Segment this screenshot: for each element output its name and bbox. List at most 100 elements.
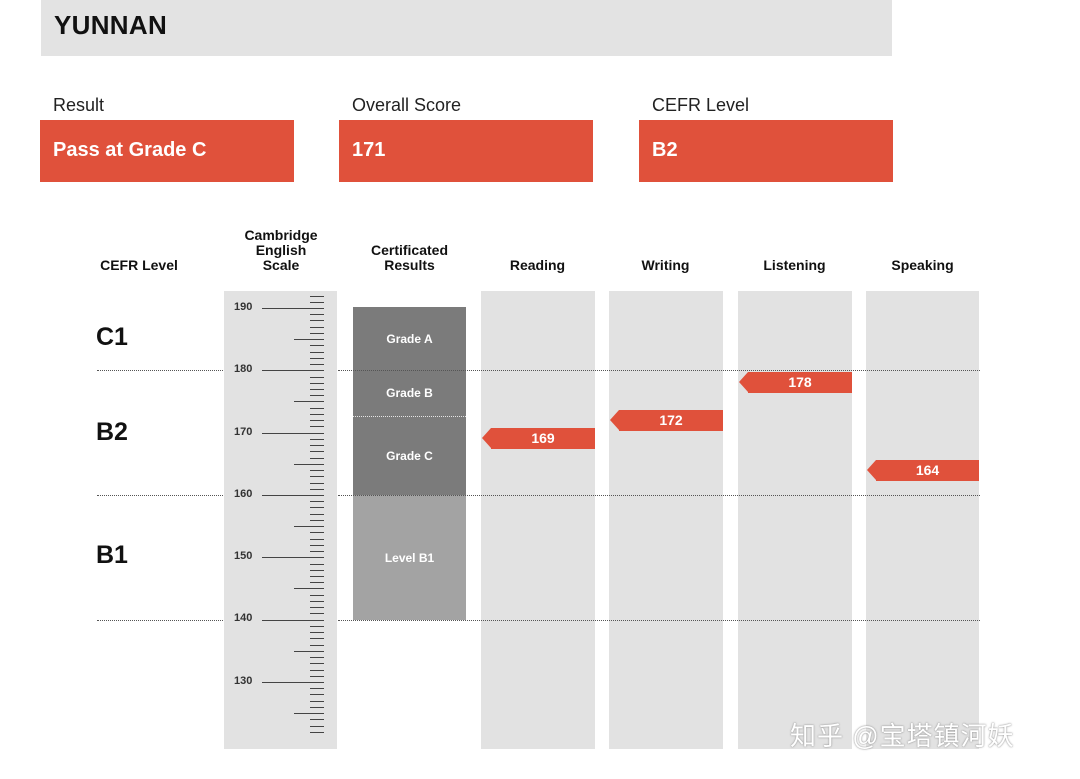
cert-grade-c: Grade C bbox=[353, 416, 466, 495]
writing-column bbox=[609, 291, 723, 749]
scale-tick bbox=[294, 588, 324, 589]
scale-tick bbox=[310, 719, 324, 720]
scale-tick bbox=[262, 620, 324, 621]
scale-tick bbox=[310, 345, 324, 346]
band-divider bbox=[97, 495, 223, 496]
scale-tick bbox=[310, 701, 324, 702]
scale-tick bbox=[310, 707, 324, 708]
overall-score-label: Overall Score bbox=[352, 95, 462, 115]
scale-tick-label: 140 bbox=[234, 612, 253, 624]
scale-tick bbox=[262, 495, 324, 496]
col-header-cefr: CEFR Level bbox=[100, 257, 178, 273]
scale-tick bbox=[310, 676, 324, 677]
scale-tick bbox=[310, 638, 324, 639]
scale-tick bbox=[310, 296, 324, 297]
scale-tick bbox=[310, 670, 324, 671]
scale-tick bbox=[310, 302, 324, 303]
scale-tick bbox=[310, 632, 324, 633]
scale-tick bbox=[310, 732, 324, 733]
scale-tick bbox=[294, 339, 324, 340]
scale-tick bbox=[310, 439, 324, 440]
col-header-listening: Listening bbox=[763, 257, 826, 273]
band-divider bbox=[338, 370, 980, 371]
col-header-reading: Reading bbox=[509, 257, 566, 273]
scale-tick bbox=[310, 501, 324, 502]
speaking-score-label: 164 bbox=[915, 462, 940, 478]
scale-tick bbox=[262, 557, 324, 558]
scale-tick bbox=[310, 314, 324, 315]
result-value: Pass at Grade C bbox=[40, 120, 294, 182]
speaking-column bbox=[866, 291, 979, 749]
band-divider bbox=[338, 495, 980, 496]
listening-score-label: 178 bbox=[788, 374, 812, 390]
scale-tick bbox=[310, 514, 324, 515]
scale-tick bbox=[310, 458, 324, 459]
scale-tick bbox=[310, 582, 324, 583]
scale-tick bbox=[310, 626, 324, 627]
scale-tick bbox=[310, 476, 324, 477]
scale-tick bbox=[310, 445, 324, 446]
band-divider bbox=[97, 370, 223, 371]
scale-tick bbox=[310, 408, 324, 409]
cert-grade-a: Grade A bbox=[353, 307, 466, 370]
cefr-band-b1: B1 bbox=[96, 541, 128, 569]
scale-tick bbox=[310, 570, 324, 571]
writing-score-label: 172 bbox=[659, 412, 683, 428]
scale-tick bbox=[310, 420, 324, 421]
scale-tick bbox=[310, 694, 324, 695]
cert-label: Level B1 bbox=[384, 550, 435, 565]
scale-tick bbox=[310, 520, 324, 521]
scale-tick bbox=[294, 713, 324, 714]
scale-tick bbox=[262, 682, 324, 683]
scale-tick bbox=[310, 576, 324, 577]
cert-label: Grade B bbox=[386, 386, 433, 400]
scale-tick bbox=[310, 414, 324, 415]
scale-tick bbox=[310, 389, 324, 390]
listening-score-marker: 178 bbox=[739, 372, 852, 393]
scale-tick bbox=[262, 370, 324, 371]
scale-tick-label: 160 bbox=[234, 488, 253, 500]
scale-tick bbox=[310, 358, 324, 359]
overall-score-value: 171 bbox=[339, 120, 593, 182]
scale-tick bbox=[310, 483, 324, 484]
cefr-band-b2: B2 bbox=[96, 418, 128, 446]
band-divider bbox=[97, 620, 223, 621]
scale-tick bbox=[310, 545, 324, 546]
scale-tick-label: 130 bbox=[234, 675, 253, 687]
reading-score-label: 169 bbox=[531, 430, 555, 446]
cefr-level-value: B2 bbox=[639, 120, 893, 182]
cefr-level-label: CEFR Level bbox=[652, 95, 750, 115]
scale-tick-label: 180 bbox=[234, 363, 253, 375]
scale-tick bbox=[310, 688, 324, 689]
scale-tick bbox=[310, 377, 324, 378]
scale-tick bbox=[294, 401, 324, 402]
band-divider bbox=[338, 620, 980, 621]
scale-tick bbox=[294, 651, 324, 652]
writing-score-marker: 172 bbox=[610, 410, 723, 431]
scale-tick bbox=[310, 726, 324, 727]
reading-score-marker: 169 bbox=[482, 428, 595, 449]
scale-tick-label: 190 bbox=[234, 301, 253, 313]
grade-divider bbox=[353, 416, 466, 417]
scale-tick bbox=[310, 539, 324, 540]
scale-tick bbox=[310, 333, 324, 334]
watermark: 知乎 @宝塔镇河妖 bbox=[790, 721, 1015, 751]
scale-tick bbox=[310, 551, 324, 552]
scale-tick bbox=[310, 645, 324, 646]
candidate-name-bar: YUNNAN bbox=[41, 0, 892, 56]
scale-tick bbox=[310, 532, 324, 533]
col-header-speaking: Speaking bbox=[891, 257, 954, 273]
scale-tick bbox=[310, 383, 324, 384]
cert-label: Grade A bbox=[386, 331, 433, 346]
result-label: Result bbox=[53, 95, 105, 115]
scale-tick bbox=[262, 433, 324, 434]
scale-tick bbox=[310, 320, 324, 321]
region-title: YUNNAN bbox=[54, 10, 168, 40]
scale-tick bbox=[310, 607, 324, 608]
col-header-certificated: Certificated Results bbox=[370, 242, 449, 273]
scale-tick bbox=[310, 507, 324, 508]
scale-tick-label: 170 bbox=[234, 426, 253, 438]
listening-column bbox=[738, 291, 852, 749]
scale-tick bbox=[310, 395, 324, 396]
scale-tick bbox=[310, 352, 324, 353]
